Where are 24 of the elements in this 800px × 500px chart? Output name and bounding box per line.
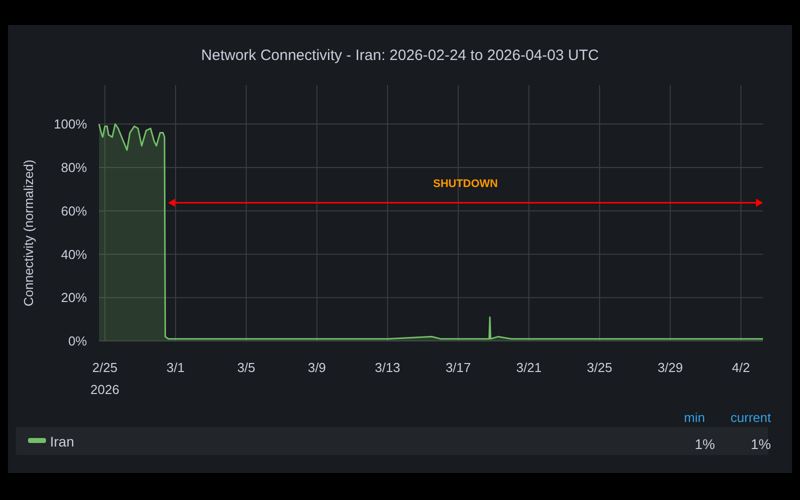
text: current <box>730 410 772 425</box>
chart-title: Network Connectivity - Iran: 2026-02-24 to 2026-04-03 UTC <box>201 47 600 64</box>
y-axis-title: Connectivity (normalized) <box>21 160 36 306</box>
legend-label: Iran <box>50 433 74 450</box>
y-tick-label: 60% <box>60 203 88 218</box>
y-tick-label: 80% <box>60 160 88 175</box>
y-tick-label: 40% <box>60 246 88 262</box>
x-tick-label: 3/5 <box>237 360 256 375</box>
y-tick-label: 20% <box>60 290 88 306</box>
x-tick-label: 3/9 <box>308 360 326 375</box>
x-tick-label: 3/21 <box>516 360 542 375</box>
y-tick-label: 0% <box>68 334 88 349</box>
x-tick-label: 2/25 2026 <box>90 360 120 397</box>
x-tick-label: 3/13 <box>374 360 400 375</box>
x-tick-label: 3/1 <box>166 360 185 375</box>
annotation: SHUTDOWN <box>433 178 498 190</box>
x-tick-label: 3/29 <box>658 360 683 375</box>
text: min <box>684 410 705 425</box>
text: 1% <box>750 436 771 452</box>
x-tick-label: 4/2 <box>732 360 750 375</box>
text: 1% <box>694 436 715 452</box>
y-tick-label: 100% <box>54 116 88 132</box>
x-tick-label: 3/17 <box>446 360 471 375</box>
x-tick-label: 3/25 <box>586 360 612 375</box>
